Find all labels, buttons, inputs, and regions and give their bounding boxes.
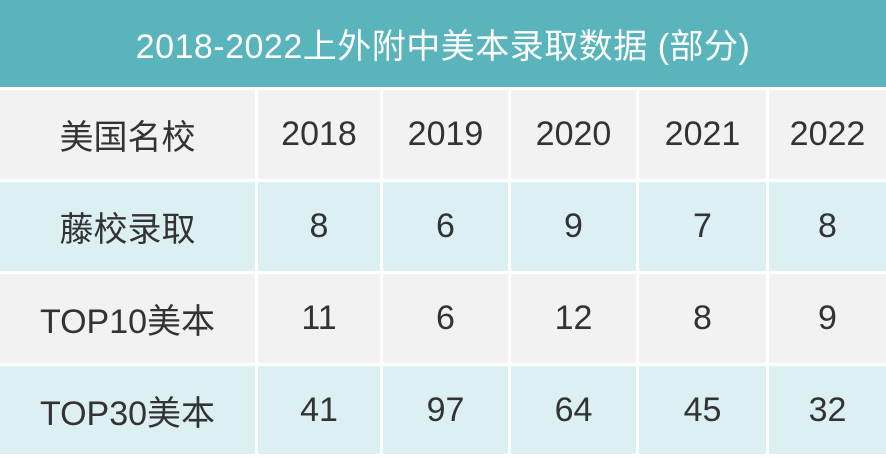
table-cell: 8 (258, 182, 383, 274)
table-cell: 6 (383, 182, 511, 274)
admissions-table: 美国名校 2018 2019 2020 2021 2022 藤校录取 8 6 9… (0, 90, 886, 457)
table-cell: 11 (258, 274, 383, 366)
table-cell: 12 (511, 274, 639, 366)
table-cell: 32 (769, 366, 886, 457)
row-label: 藤校录取 (0, 182, 258, 274)
table-cell: 41 (258, 366, 383, 457)
row-label: TOP30美本 (0, 366, 258, 457)
table-cell: 6 (383, 274, 511, 366)
table-cell: 9 (769, 274, 886, 366)
table-cell: 9 (511, 182, 639, 274)
header-cell-school: 美国名校 (0, 90, 258, 182)
header-cell-2018: 2018 (258, 90, 383, 182)
table-cell: 8 (639, 274, 769, 366)
header-cell-2022: 2022 (769, 90, 886, 182)
table-cell: 7 (639, 182, 769, 274)
table-cell: 97 (383, 366, 511, 457)
table-cell: 8 (769, 182, 886, 274)
row-label: TOP10美本 (0, 274, 258, 366)
header-cell-2021: 2021 (639, 90, 769, 182)
header-cell-2020: 2020 (511, 90, 639, 182)
table-cell: 64 (511, 366, 639, 457)
table-cell: 45 (639, 366, 769, 457)
page-title: 2018-2022上外附中美本录取数据 (部分) (0, 0, 886, 87)
header-cell-2019: 2019 (383, 90, 511, 182)
